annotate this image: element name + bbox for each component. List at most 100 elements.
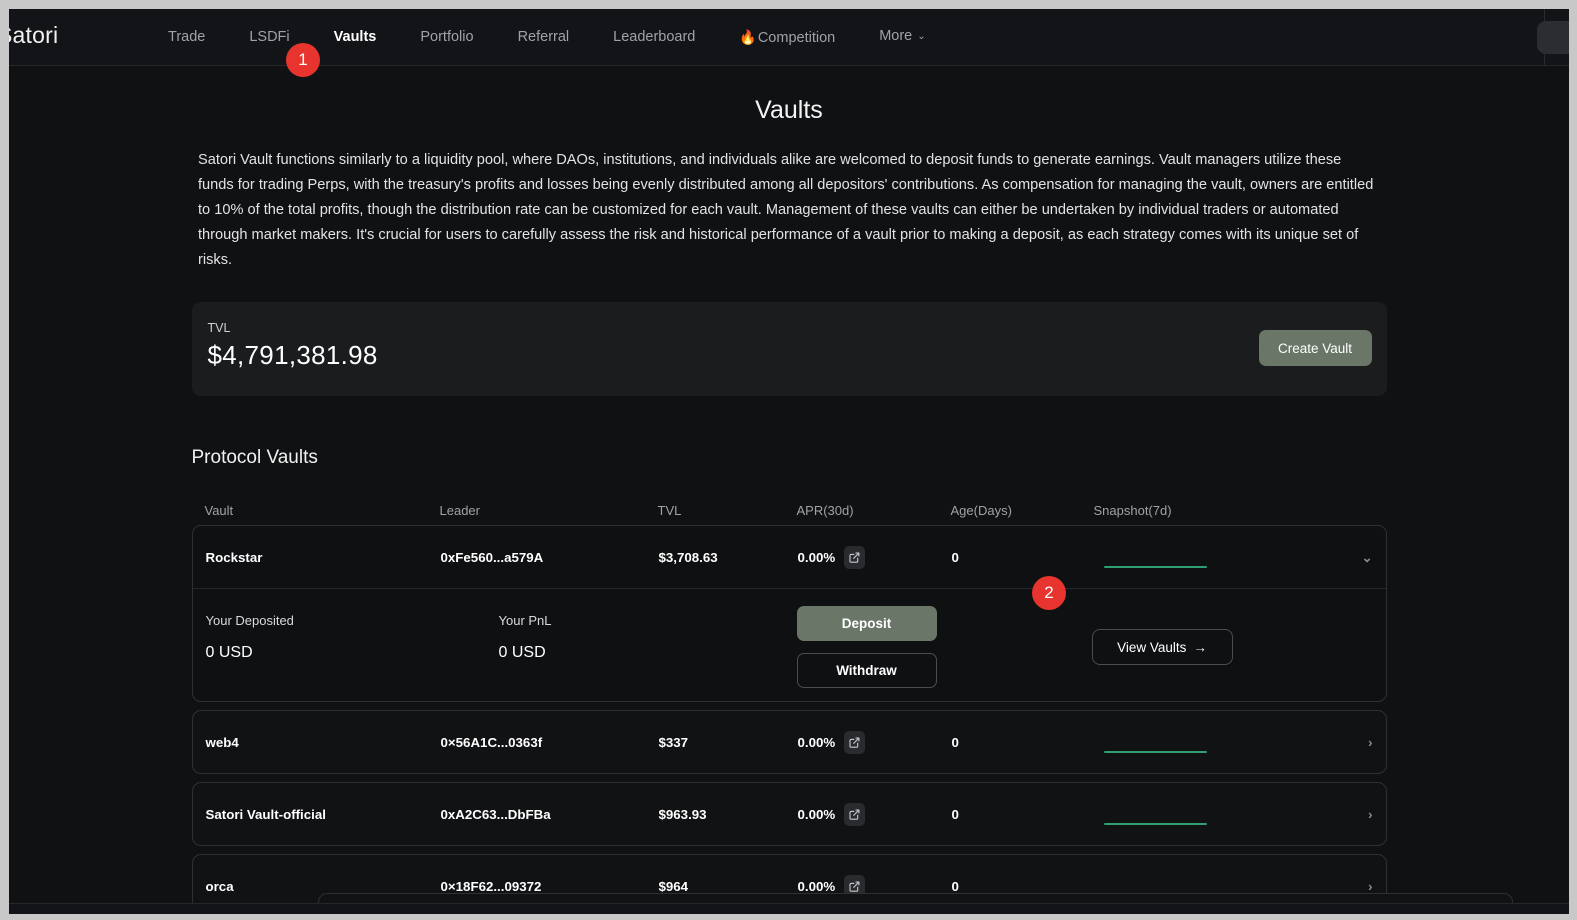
external-link-icon[interactable]: [844, 874, 866, 898]
row-expand-toggle[interactable]: ›: [1339, 806, 1373, 822]
row-age: 0: [951, 806, 959, 822]
nav-label-vaults: Vaults: [333, 29, 377, 45]
chevron-down-icon: ⌄: [917, 31, 926, 42]
nav-label-lsdfi: LSDFi: [249, 29, 290, 45]
row-apr-cell: 0.00%: [797, 874, 952, 898]
page-content: Vaults Satori Vault functions similarly …: [9, 96, 1569, 914]
nav-label-leaderboard: Leaderboard: [613, 29, 696, 45]
column-header-tvl: TVL: [657, 502, 682, 518]
column-header-vault: Vault: [204, 502, 234, 518]
tvl-value: $4,791,381.98: [207, 340, 378, 370]
top-navbar: Satori Trade LSDFi Vaults Portfolio Refe…: [9, 9, 1569, 66]
table-header-row: Vault Leader TVL APR(30d) Age(Days) Snap…: [192, 495, 1387, 525]
chevron-right-icon: ›: [1368, 806, 1373, 822]
main-nav: Trade LSDFi Vaults Portfolio Referral Le…: [146, 9, 948, 65]
row-snapshot-cell: [1095, 711, 1339, 773]
row-leader-address: 0×18F62...09372: [440, 878, 542, 894]
nav-item-trade[interactable]: Trade: [146, 9, 227, 65]
nav-label-referral: Referral: [517, 29, 570, 45]
external-link-icon[interactable]: [844, 730, 866, 754]
row-tvl: $337: [658, 734, 689, 750]
vault-group-satori-vault-official: Satori Vault-official 0xA2C63...DbFBa $9…: [191, 782, 1387, 846]
row-tvl: $963.93: [658, 806, 707, 822]
site-logo[interactable]: Satori: [9, 22, 59, 48]
withdraw-button[interactable]: Withdraw: [796, 653, 937, 688]
table-row[interactable]: web4 0×56A1C...0363f $337 0.00%: [193, 711, 1386, 773]
your-deposited-value: 0 USD: [205, 644, 253, 661]
nav-item-lsdfi[interactable]: LSDFi: [227, 9, 311, 65]
tvl-card: TVL $4,791,381.98 Create Vault: [191, 302, 1387, 396]
next-row-partial: [318, 893, 1513, 903]
row-expand-toggle[interactable]: ›: [1339, 879, 1372, 894]
create-vault-button[interactable]: Create Vault: [1258, 330, 1372, 366]
nav-item-leaderboard[interactable]: Leaderboard: [591, 9, 717, 65]
row-snapshot-cell: [1095, 783, 1339, 845]
row-apr-cell: 0.00%: [797, 802, 952, 826]
view-vaults-button[interactable]: View Vaults →: [1091, 629, 1233, 665]
chevron-right-icon: ›: [1368, 734, 1373, 750]
external-link-icon[interactable]: [844, 802, 866, 826]
vaults-table: Vault Leader TVL APR(30d) Age(Days) Snap…: [191, 495, 1387, 914]
row-apr-cell: 0.00%: [797, 545, 952, 569]
sparkline-chart: [1103, 823, 1207, 825]
row-vault-name: Satori Vault-official: [205, 806, 326, 822]
view-vaults-label: View Vaults: [1117, 639, 1187, 655]
row-leader-address: 0×56A1C...0363f: [440, 734, 543, 750]
row-apr-cell: 0.00%: [797, 730, 952, 754]
nav-label-portfolio: Portfolio: [420, 29, 474, 45]
deposit-button[interactable]: Deposit: [796, 606, 937, 641]
your-deposited-label: Your Deposited: [205, 613, 294, 628]
footer-bar: p & Support M 𝕏: [9, 903, 1569, 914]
vault-group-web4: web4 0×56A1C...0363f $337 0.00%: [191, 710, 1387, 774]
nav-label-competition: Competition: [757, 29, 836, 46]
annotation-marker-1: 1: [286, 43, 320, 77]
page-title: Vaults: [755, 96, 823, 124]
row-age: 0: [951, 734, 959, 750]
row-leader-address: 0xFe560...a579A: [440, 549, 544, 565]
external-link-icon[interactable]: [844, 545, 866, 569]
protocol-vaults-title: Protocol Vaults: [191, 447, 318, 468]
row-expand-toggle[interactable]: ⌄: [1339, 550, 1373, 565]
table-row[interactable]: orca 0×18F62...09372 $964 0.00%: [193, 855, 1386, 914]
row-age: 0: [951, 878, 959, 894]
page-description: Satori Vault functions similarly to a li…: [198, 152, 1374, 268]
row-tvl: $964: [658, 878, 689, 894]
nav-item-competition[interactable]: 🔥Competition: [717, 9, 857, 66]
row-apr-value: 0.00%: [797, 878, 836, 894]
table-row[interactable]: Satori Vault-official 0xA2C63...DbFBa $9…: [193, 783, 1386, 845]
app-window: Satori Trade LSDFi Vaults Portfolio Refe…: [9, 9, 1569, 914]
row-age: 0: [951, 549, 959, 565]
flame-icon: 🔥: [739, 28, 757, 45]
chevron-down-icon: ⌄: [1361, 549, 1373, 565]
nav-item-vaults[interactable]: Vaults: [312, 9, 399, 65]
nav-item-referral[interactable]: Referral: [496, 9, 592, 65]
vault-detail-panel: Your Deposited 0 USD Your PnL 0 USD Depo…: [192, 588, 1386, 701]
row-vault-name: Rockstar: [205, 549, 263, 565]
row-snapshot-cell: [1095, 526, 1339, 588]
vault-group-rockstar: Rockstar 0xFe560...a579A $3,708.63 0.00%: [191, 525, 1387, 702]
row-vault-name: web4: [205, 734, 239, 750]
row-expand-toggle[interactable]: ›: [1339, 734, 1373, 750]
column-header-age: Age(Days): [950, 502, 1012, 518]
tvl-label: TVL: [207, 321, 231, 335]
arrow-right-icon: →: [1193, 639, 1207, 655]
row-apr-value: 0.00%: [797, 734, 836, 750]
table-row[interactable]: Rockstar 0xFe560...a579A $3,708.63 0.00%: [193, 526, 1386, 588]
row-tvl: $3,708.63: [658, 549, 718, 565]
row-leader-address: 0xA2C63...DbFBa: [440, 806, 551, 822]
column-header-snapshot: Snapshot(7d): [1093, 502, 1172, 518]
your-pnl-value: 0 USD: [498, 644, 546, 661]
row-apr-value: 0.00%: [797, 549, 836, 565]
connect-wallet-button[interactable]: [1537, 21, 1569, 54]
sparkline-chart: [1103, 751, 1207, 753]
column-header-apr: APR(30d): [796, 502, 854, 518]
annotation-marker-2: 2: [1032, 576, 1066, 610]
nav-item-more[interactable]: More ⌄: [857, 9, 947, 66]
nav-item-portfolio[interactable]: Portfolio: [398, 9, 495, 65]
column-header-leader: Leader: [439, 502, 480, 518]
sparkline-chart: [1103, 566, 1207, 568]
row-apr-value: 0.00%: [797, 806, 836, 822]
nav-label-more: More: [879, 28, 913, 44]
your-pnl-label: Your PnL: [498, 613, 552, 628]
